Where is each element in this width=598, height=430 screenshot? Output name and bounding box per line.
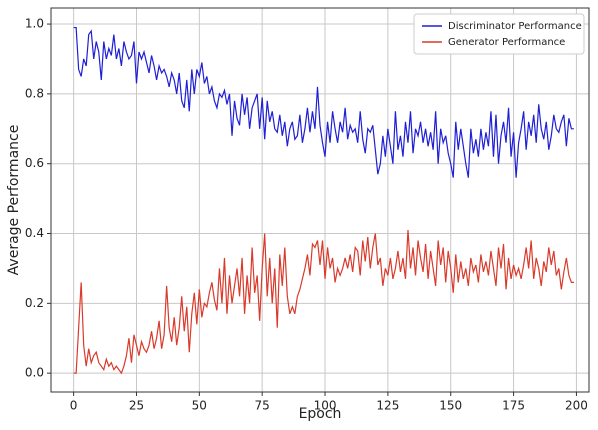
x-tick-label: 200 — [565, 399, 588, 413]
x-tick-label: 75 — [255, 399, 270, 413]
x-axis-label: Epoch — [299, 406, 342, 422]
x-tick-label: 50 — [192, 399, 207, 413]
x-tick-label: 0 — [70, 399, 78, 413]
plot-frame — [50, 7, 590, 393]
x-tick-label: 125 — [376, 399, 399, 413]
legend-label: Discriminator Performance — [448, 21, 582, 32]
y-tick-label: 0.6 — [25, 156, 44, 170]
legend-box — [413, 13, 585, 55]
x-tick-label: 175 — [502, 399, 525, 413]
y-tick-label: 0.2 — [25, 296, 44, 310]
y-axis-label: Average Performance — [6, 125, 22, 276]
x-tick-label: 25 — [129, 399, 144, 413]
y-tick-label: 0.8 — [25, 86, 44, 100]
data-line — [73, 229, 574, 375]
y-tick-label: 1.0 — [25, 17, 44, 31]
y-tick-label: 0.4 — [25, 226, 44, 240]
x-tick-label: 100 — [314, 399, 337, 413]
y-tick-label: 0.0 — [25, 366, 44, 380]
legend-label: Generator Performance — [448, 37, 565, 48]
x-tick-label: 150 — [439, 399, 462, 413]
data-line — [73, 26, 574, 178]
